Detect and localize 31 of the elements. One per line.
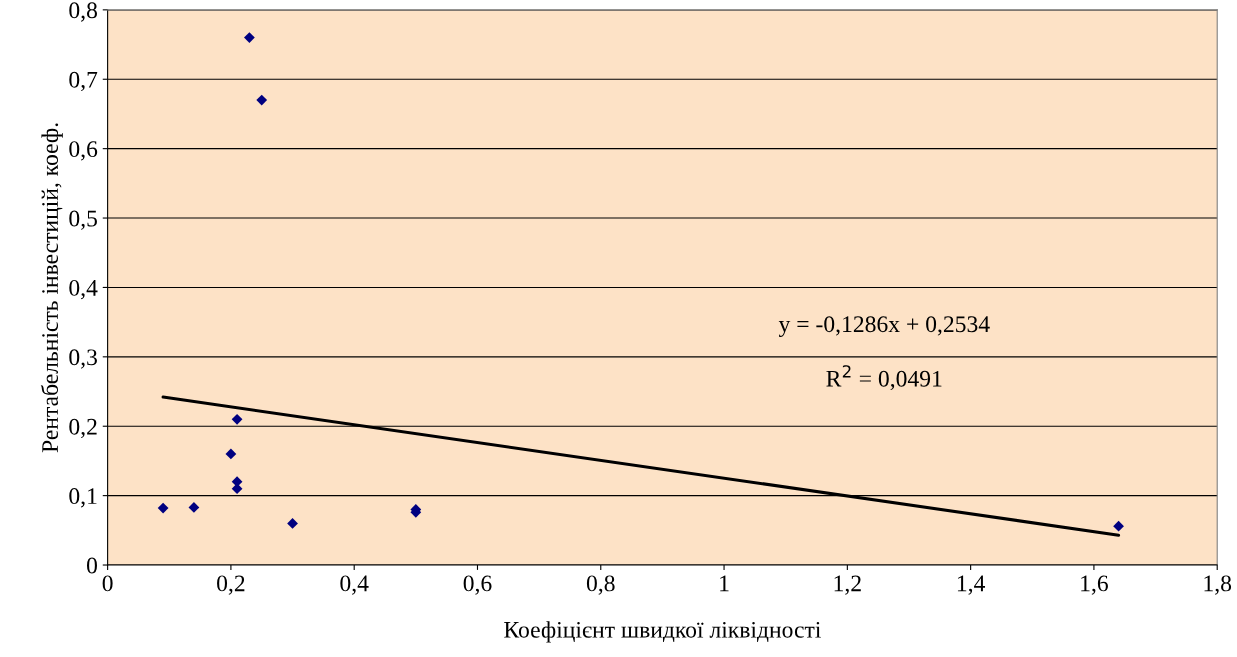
x-axis-title: Коефіцієнт швидкої ліквідності [504, 621, 821, 643]
point [1113, 520, 1124, 532]
point [231, 413, 243, 425]
x-tick-label: 1,2 [834, 575, 861, 595]
x-tick-label: 1,4 [957, 575, 986, 595]
y-tick-label: 0,7 [69, 71, 98, 92]
y-tick-label: 0 [86, 557, 97, 574]
point [188, 502, 200, 513]
y-tick-label: 0,6 [69, 141, 98, 161]
y-tick-label: 0,4 [69, 279, 98, 300]
x-tick-label: 1 [720, 575, 729, 592]
point [287, 518, 298, 529]
y-tick-label: 0,3 [69, 349, 97, 369]
x-tick-label: 1,8 [1204, 575, 1232, 595]
x-tick-label: 0,2 [217, 575, 245, 595]
point [225, 448, 237, 460]
x-tick-label: 0,8 [586, 575, 615, 595]
x-tick-label: 0,4 [340, 575, 369, 595]
x-tick-label: 1,6 [1081, 575, 1108, 595]
y-tick-label: 0,1 [69, 488, 97, 508]
y-tick-label: 0,2 [69, 418, 97, 439]
point [256, 94, 268, 106]
x-tick-label: 0,6 [463, 575, 492, 595]
y-tick-label: 0,5 [69, 210, 97, 230]
point [157, 502, 169, 514]
y-tick-label: 0,8 [69, 2, 97, 22]
annotation: y = -0,1286x + 0,2534 [778, 316, 990, 338]
annotation: R$^{2}$ = 0,0491 [826, 365, 942, 391]
y-axis-title: Рентабельність інвестицій, коеф. [40, 123, 63, 453]
x-tick-label: 0 [102, 575, 113, 592]
point [244, 32, 255, 43]
